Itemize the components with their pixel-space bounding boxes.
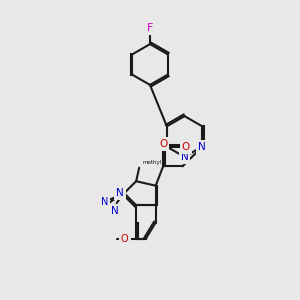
Text: N: N	[111, 206, 119, 216]
Text: N: N	[198, 142, 206, 152]
Text: O: O	[121, 234, 129, 244]
Text: N: N	[116, 188, 124, 198]
Text: F: F	[147, 22, 153, 33]
Text: O: O	[182, 142, 190, 152]
Text: methyl: methyl	[142, 160, 161, 165]
Text: N: N	[181, 152, 188, 162]
Text: N: N	[101, 196, 108, 207]
Text: O: O	[159, 139, 167, 149]
